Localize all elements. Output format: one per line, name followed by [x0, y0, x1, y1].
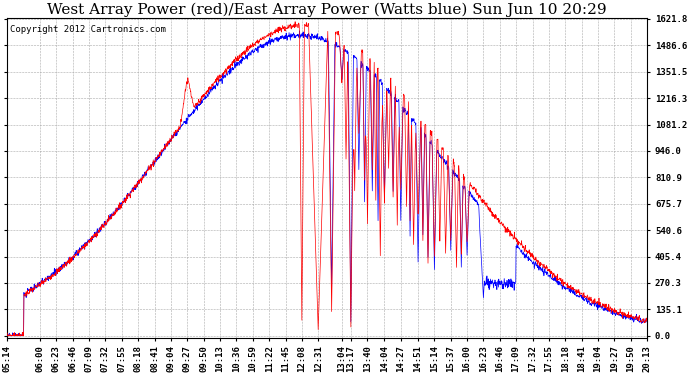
- Title: West Array Power (red)/East Array Power (Watts blue) Sun Jun 10 20:29: West Array Power (red)/East Array Power …: [48, 3, 607, 17]
- Text: Copyright 2012 Cartronics.com: Copyright 2012 Cartronics.com: [10, 25, 166, 34]
